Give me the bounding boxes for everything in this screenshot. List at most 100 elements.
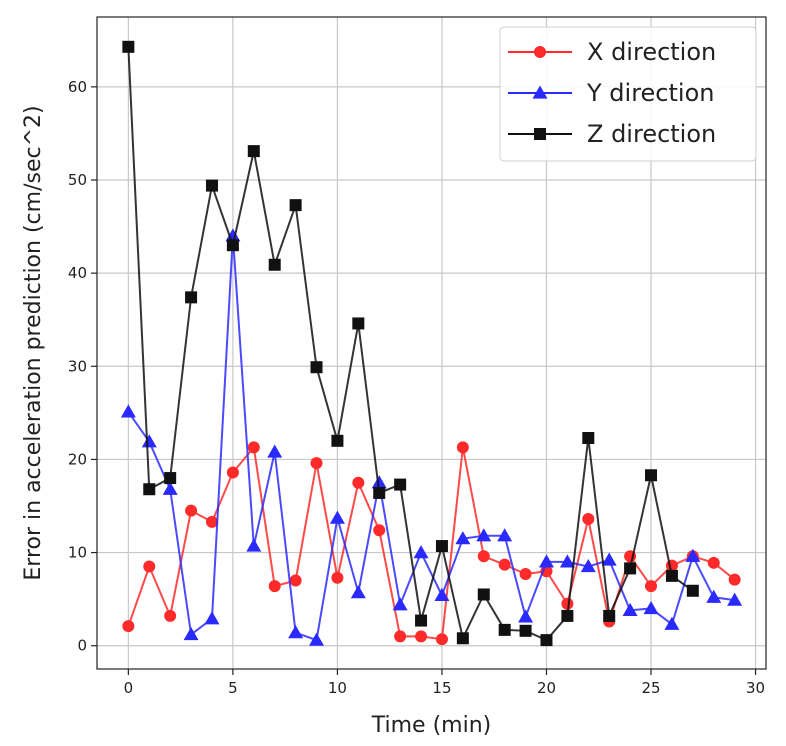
series-y-point	[455, 531, 471, 545]
series-z-point	[122, 40, 135, 53]
legend-marker	[534, 46, 546, 58]
series-z-point	[582, 432, 595, 445]
y-tick-label: 10	[68, 544, 87, 562]
series-y-point	[685, 548, 701, 562]
series-x-point	[164, 609, 177, 622]
y-tick-label: 0	[77, 637, 87, 655]
series-z-point	[415, 614, 428, 627]
series-z-point	[498, 623, 511, 636]
series-z-point	[540, 634, 553, 647]
series-z-point	[310, 361, 323, 374]
series-z-point	[268, 258, 281, 271]
series-x-point	[331, 571, 344, 584]
series-y-point	[538, 554, 554, 568]
series-x-point	[394, 630, 407, 643]
series-y-point	[643, 600, 659, 615]
legend-label: Y direction	[586, 79, 714, 107]
series-y-point	[329, 510, 345, 524]
y-tick-label: 20	[68, 450, 87, 468]
series-z-point	[603, 609, 616, 622]
series-y-direction	[120, 228, 743, 646]
series-x-point	[268, 580, 281, 593]
series-z-line	[127, 46, 694, 642]
series-y-point	[727, 592, 743, 606]
series-y-point	[183, 627, 199, 641]
series-z-point	[247, 145, 260, 158]
y-tick-label: 50	[68, 171, 87, 189]
series-y-point	[309, 632, 325, 646]
x-tick-label: 30	[746, 679, 765, 697]
legend-item-z: Z direction	[508, 120, 716, 148]
series-y-point	[267, 444, 283, 458]
series-x-point	[561, 597, 574, 610]
series-y-point	[580, 559, 596, 573]
series-x-point	[582, 513, 595, 526]
x-tick-label: 0	[124, 679, 134, 697]
series-z-point	[373, 486, 386, 499]
series-y-line	[127, 235, 735, 642]
legend-items: X direction Y direction Z direction	[508, 38, 716, 148]
series-y-point	[350, 585, 366, 599]
series-z-point	[435, 540, 448, 553]
series-z-point	[456, 632, 469, 645]
series-group	[120, 40, 743, 647]
series-y-point	[392, 597, 408, 611]
series-y-point	[434, 587, 450, 602]
series-x-line	[127, 444, 736, 641]
series-y-point	[706, 589, 722, 603]
axis-ticks: 0 5 10 15 20 25 30 0 10 20 30 40 50 60	[68, 78, 765, 697]
series-x-point	[143, 560, 156, 573]
series-z-point	[686, 584, 699, 597]
y-tick-label: 60	[68, 78, 87, 96]
x-tick-label: 15	[432, 679, 451, 697]
series-x-point	[415, 630, 428, 643]
y-axis-title: Error in acceleration prediction (cm/sec…	[21, 105, 46, 580]
plot-area-frame	[96, 16, 767, 670]
series-y-point	[476, 528, 492, 542]
series-y-point	[225, 228, 241, 242]
legend-marker	[532, 85, 548, 99]
legend-item-y: Y direction	[508, 79, 714, 107]
x-tick-label: 20	[537, 679, 556, 697]
series-y-point	[141, 434, 157, 448]
x-tick-label: 10	[328, 679, 347, 697]
series-x-point	[456, 441, 469, 454]
series-y-point	[371, 475, 387, 489]
y-tick-label: 30	[68, 357, 87, 375]
series-y-point	[664, 616, 680, 630]
series-z-point	[226, 239, 239, 252]
legend-label: Z direction	[587, 120, 716, 148]
series-z-point	[394, 478, 407, 491]
legend-frame	[499, 26, 757, 162]
series-z-point	[331, 434, 344, 447]
legend: X direction Y direction Z direction	[499, 26, 757, 162]
series-z-point	[352, 317, 365, 330]
series-y-point	[204, 611, 220, 625]
series-x-point	[498, 558, 511, 571]
series-y-point	[497, 528, 513, 542]
series-y-point	[246, 538, 262, 552]
series-x-point	[645, 580, 658, 593]
y-tick-label: 40	[68, 264, 87, 282]
series-z-point	[185, 291, 198, 304]
series-z-point	[665, 569, 678, 582]
series-x-point	[122, 620, 135, 633]
series-x-point	[185, 504, 198, 517]
legend-label: X direction	[587, 38, 716, 66]
series-x-point	[247, 441, 260, 454]
series-x-point	[205, 515, 218, 528]
series-y-point	[518, 609, 534, 623]
series-y-point	[120, 404, 136, 418]
series-y-point	[288, 625, 304, 639]
series-z-direction	[122, 40, 699, 647]
series-x-point	[435, 633, 448, 646]
series-y-point	[559, 554, 575, 568]
series-y-point	[413, 545, 429, 559]
x-axis-title: Time (min)	[371, 713, 492, 738]
series-z-point	[164, 472, 177, 485]
series-x-point	[373, 524, 386, 537]
legend-marker	[534, 128, 546, 140]
series-y-point	[162, 481, 178, 495]
series-z-point	[289, 199, 302, 212]
